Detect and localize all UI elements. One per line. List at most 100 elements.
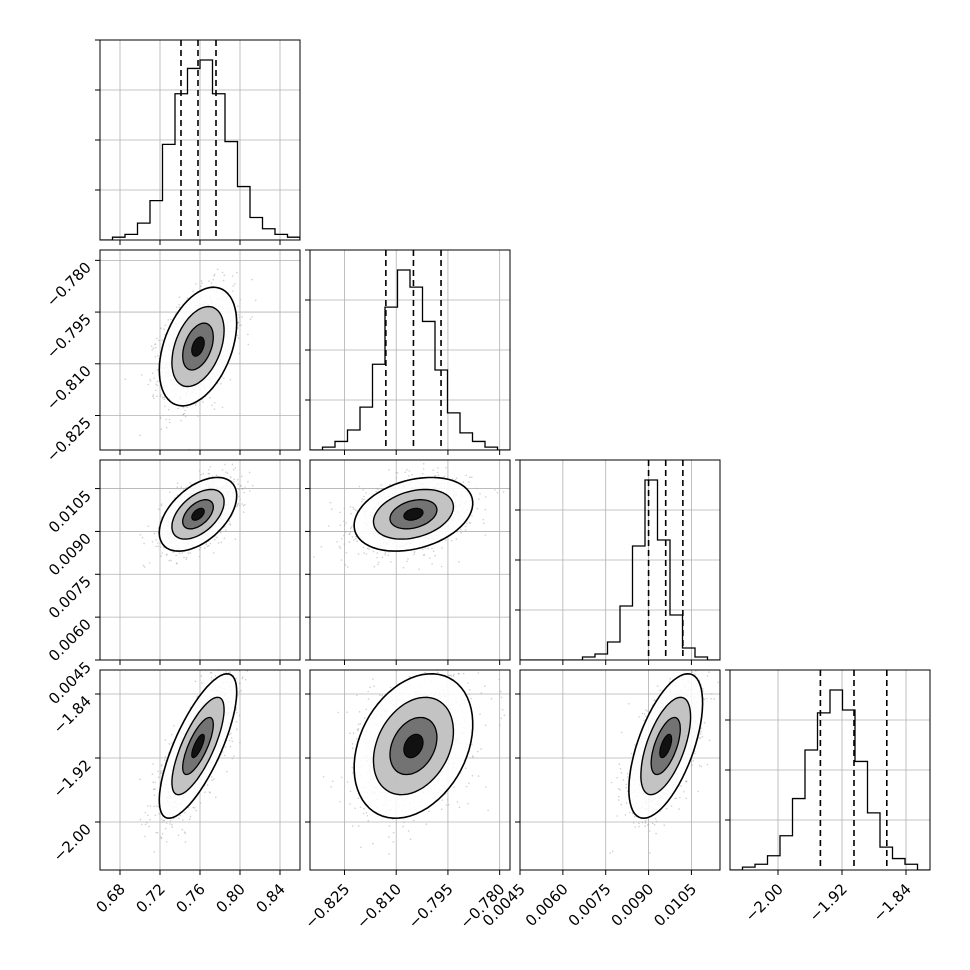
y-tick-label: 0.0060 xyxy=(45,615,95,665)
scatter-point xyxy=(380,484,383,486)
scatter-point xyxy=(220,541,223,544)
scatter-point xyxy=(164,405,166,408)
scatter-point xyxy=(221,271,224,274)
scatter-point xyxy=(363,498,365,501)
scatter-point xyxy=(375,487,378,490)
scatter-point xyxy=(388,469,390,471)
scatter-point xyxy=(454,479,457,481)
scatter-point xyxy=(422,463,425,465)
scatter-point xyxy=(221,650,223,652)
scatter-point xyxy=(336,541,339,543)
scatter-point xyxy=(175,554,177,557)
scatter-point xyxy=(224,529,227,531)
scatter-point xyxy=(156,380,158,383)
scatter-point xyxy=(422,468,425,470)
scatter-point xyxy=(248,471,251,474)
scatter-point xyxy=(244,486,246,488)
scatter-point xyxy=(395,476,398,479)
scatter-point xyxy=(229,745,232,748)
scatter-point xyxy=(198,548,201,551)
scatter-point xyxy=(202,401,204,403)
scatter-point xyxy=(238,495,240,498)
scatter-point xyxy=(159,416,162,419)
scatter-point xyxy=(168,418,171,421)
scatter-point xyxy=(149,805,152,807)
scatter-point xyxy=(139,434,141,437)
scatter-point xyxy=(384,552,387,554)
scatter-point xyxy=(206,545,209,548)
scatter-point xyxy=(204,791,206,793)
scatter-point xyxy=(345,552,348,554)
scatter-point xyxy=(199,547,202,549)
scatter-point xyxy=(212,278,215,281)
scatter-point xyxy=(164,324,167,327)
scatter-point xyxy=(313,556,315,558)
scatter-point xyxy=(373,565,376,568)
scatter-point xyxy=(216,268,219,271)
scatter-point xyxy=(154,343,157,345)
scatter-point xyxy=(160,428,163,431)
scatter-point xyxy=(242,511,245,513)
scatter-point xyxy=(185,558,187,560)
scatter-point xyxy=(232,468,235,471)
scatter-point xyxy=(237,313,239,316)
scatter-point xyxy=(160,555,162,557)
scatter-point xyxy=(202,473,205,475)
scatter-point xyxy=(243,491,245,494)
scatter-point xyxy=(239,504,241,507)
scatter-point xyxy=(187,552,190,554)
scatter-point xyxy=(195,402,197,405)
scatter-point xyxy=(151,541,154,543)
scatter-point xyxy=(195,809,197,812)
scatter-point xyxy=(163,546,165,549)
scatter-point xyxy=(353,508,355,511)
panel-content xyxy=(310,250,510,450)
scatter-point xyxy=(377,563,379,566)
scatter-point xyxy=(208,472,211,475)
scatter-point xyxy=(181,828,184,831)
scatter-point xyxy=(169,421,171,424)
panel-content xyxy=(520,460,720,660)
scatter-point xyxy=(171,826,173,828)
scatter-point xyxy=(349,506,352,508)
scatter-point xyxy=(338,545,341,548)
scatter-point xyxy=(407,558,409,560)
scatter-point xyxy=(220,530,222,533)
scatter-point xyxy=(158,508,160,511)
scatter-point xyxy=(469,476,471,479)
scatter-point xyxy=(209,542,212,545)
scatter-point xyxy=(340,559,343,561)
scatter-point xyxy=(182,413,185,416)
scatter-point xyxy=(475,487,478,490)
scatter-point xyxy=(213,401,216,404)
scatter-point xyxy=(445,539,447,541)
scatter-point xyxy=(156,369,159,371)
scatter-point xyxy=(158,339,160,342)
scatter-point xyxy=(140,374,143,376)
scatter-point xyxy=(329,501,332,504)
scatter-point xyxy=(351,536,354,538)
scatter-point xyxy=(144,835,146,838)
scatter-point xyxy=(155,545,157,548)
scatter-point xyxy=(384,553,386,556)
scatter-point xyxy=(157,355,159,357)
scatter-point xyxy=(377,488,379,490)
scatter-point xyxy=(408,475,410,477)
scatter-point xyxy=(180,419,182,422)
panel-content xyxy=(100,40,300,240)
scatter-point xyxy=(424,547,427,549)
y-tick-label: −0.825 xyxy=(43,414,95,466)
scatter-point xyxy=(219,531,222,534)
scatter-point xyxy=(176,486,179,489)
scatter-point xyxy=(179,814,181,817)
scatter-point xyxy=(157,776,160,778)
scatter-point xyxy=(237,502,240,505)
scatter-point xyxy=(387,554,389,557)
scatter-point xyxy=(483,522,485,524)
scatter-point xyxy=(247,481,249,483)
scatter-point xyxy=(178,306,181,308)
scatter-point xyxy=(368,548,370,550)
scatter-point xyxy=(402,566,405,569)
scatter-point xyxy=(178,296,181,299)
scatter-point xyxy=(390,561,392,563)
